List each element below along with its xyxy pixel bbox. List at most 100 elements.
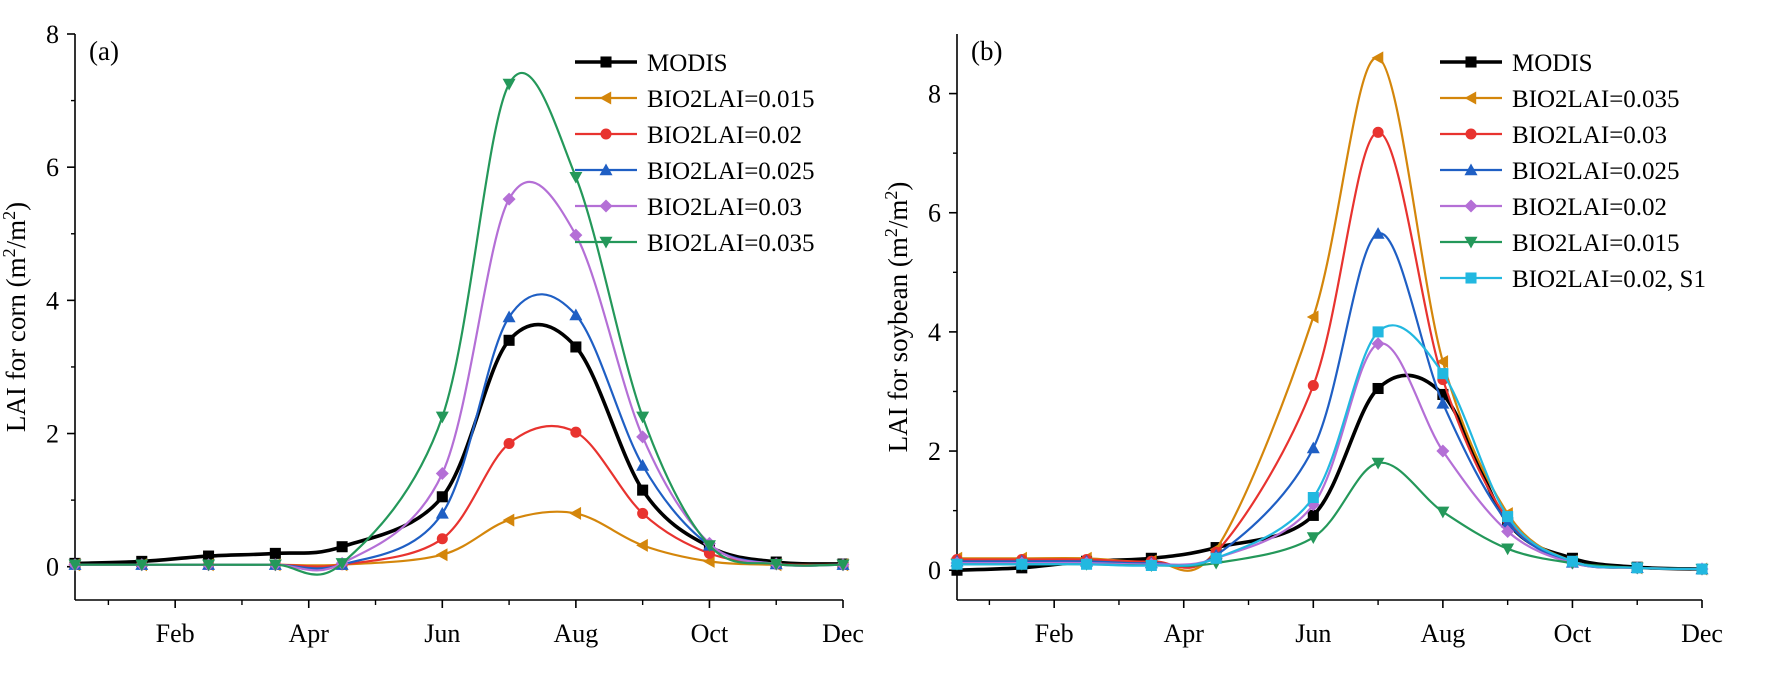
series-line	[74, 293, 844, 570]
legend-marker	[599, 91, 612, 105]
series-bio2lai-0-015	[68, 506, 849, 572]
series-line	[74, 71, 844, 576]
legend-marker	[1465, 272, 1477, 284]
x-tick-label: Aug	[1420, 619, 1465, 648]
x-tick-label: Oct	[691, 619, 729, 648]
data-point	[1631, 562, 1643, 574]
y-tick-label: 8	[46, 20, 59, 49]
y-tick-label: 6	[928, 199, 941, 228]
legend-label: BIO2LAI=0.02, S1	[1512, 266, 1706, 293]
legend-item: BIO2LAI=0.03	[1440, 122, 1667, 149]
legend-item: BIO2LAI=0.03	[575, 194, 802, 221]
series-line	[956, 324, 1703, 571]
x-tick-label: Jun	[424, 619, 460, 648]
x-tick-label: Dec	[822, 619, 864, 648]
data-point	[1372, 382, 1384, 395]
y-axis-title: LAI for corn (m2/m2)	[0, 202, 31, 432]
data-point	[1566, 555, 1578, 567]
data-point	[569, 171, 583, 184]
x-tick-label: Oct	[1554, 619, 1592, 648]
data-point	[570, 426, 582, 438]
data-point	[502, 310, 516, 323]
legend-label: BIO2LAI=0.02	[647, 122, 802, 149]
data-point	[1145, 559, 1157, 571]
legend-label: BIO2LAI=0.035	[1512, 86, 1680, 113]
data-point	[637, 484, 649, 496]
data-point	[569, 308, 583, 321]
legend-label: BIO2LAI=0.035	[647, 230, 815, 257]
data-point	[1307, 491, 1319, 504]
legend-marker	[599, 199, 613, 213]
legend-item: BIO2LAI=0.02	[575, 122, 802, 149]
data-point	[1436, 506, 1450, 519]
data-point	[202, 559, 216, 572]
legend-label: BIO2LAI=0.03	[647, 194, 802, 221]
legend-item: BIO2LAI=0.015	[575, 86, 815, 113]
series-bio2lai-0-02-s1	[951, 324, 1708, 575]
x-tick-label: Feb	[156, 619, 195, 648]
legend-label: MODIS	[647, 50, 728, 77]
y-tick-label: 0	[46, 553, 59, 582]
legend-label: BIO2LAI=0.025	[647, 158, 815, 185]
data-point	[1372, 126, 1384, 138]
legend-marker	[1465, 56, 1477, 68]
legend-item: MODIS	[1440, 50, 1593, 77]
legend-item: BIO2LAI=0.025	[1440, 158, 1680, 185]
data-point	[1081, 558, 1093, 570]
data-point	[502, 192, 516, 206]
series-bio2lai-0-025	[68, 293, 850, 570]
data-point	[336, 541, 348, 553]
legend-item: BIO2LAI=0.02	[1440, 194, 1667, 221]
legend-marker	[1464, 199, 1478, 213]
data-point	[335, 558, 349, 570]
legend-marker	[1464, 163, 1478, 176]
data-point	[636, 538, 648, 552]
data-point	[569, 506, 582, 520]
data-point	[769, 558, 783, 571]
data-point	[1437, 368, 1449, 380]
y-tick-label: 2	[46, 420, 59, 449]
legend-item: BIO2LAI=0.035	[575, 230, 815, 257]
legend-item: BIO2LAI=0.025	[575, 158, 815, 185]
data-point	[502, 78, 516, 91]
y-axis-title: LAI for soybean (m2/m2)	[881, 182, 913, 453]
data-point	[1371, 227, 1385, 239]
y-tick-label: 4	[928, 318, 941, 347]
series-line	[956, 461, 1703, 571]
x-tick-label: Apr	[1164, 619, 1205, 648]
y-tick-label: 4	[46, 286, 59, 315]
legend-item: BIO2LAI=0.02, S1	[1440, 266, 1706, 293]
data-point	[269, 547, 281, 559]
legend-marker	[600, 128, 612, 140]
y-tick-label: 2	[928, 437, 941, 466]
legend-label: BIO2LAI=0.015	[1512, 230, 1680, 257]
series-line	[74, 322, 844, 566]
data-point	[703, 547, 715, 559]
series-line	[956, 342, 1703, 571]
series-bio2lai-0-035	[68, 71, 850, 576]
legend-label: BIO2LAI=0.015	[647, 86, 815, 113]
legend-label: BIO2LAI=0.02	[1512, 194, 1667, 221]
data-point	[68, 559, 82, 572]
legend-item: BIO2LAI=0.035	[1440, 86, 1680, 113]
legend-marker	[600, 56, 612, 68]
data-point	[1371, 51, 1384, 65]
data-point	[636, 458, 650, 471]
data-point	[1210, 552, 1222, 564]
data-point	[435, 411, 449, 424]
data-point	[637, 507, 649, 519]
data-point	[1436, 396, 1450, 409]
data-point	[1371, 457, 1385, 470]
x-tick-label: Aug	[553, 619, 598, 648]
data-point	[435, 506, 449, 519]
legend-marker	[1465, 128, 1477, 140]
data-point	[636, 430, 650, 444]
legend-label: MODIS	[1512, 50, 1593, 77]
data-point	[1436, 355, 1449, 369]
legend-item: MODIS	[575, 50, 728, 77]
data-point	[1436, 444, 1450, 458]
data-point	[268, 559, 282, 572]
data-point	[836, 559, 850, 572]
x-tick-label: Feb	[1035, 619, 1074, 648]
